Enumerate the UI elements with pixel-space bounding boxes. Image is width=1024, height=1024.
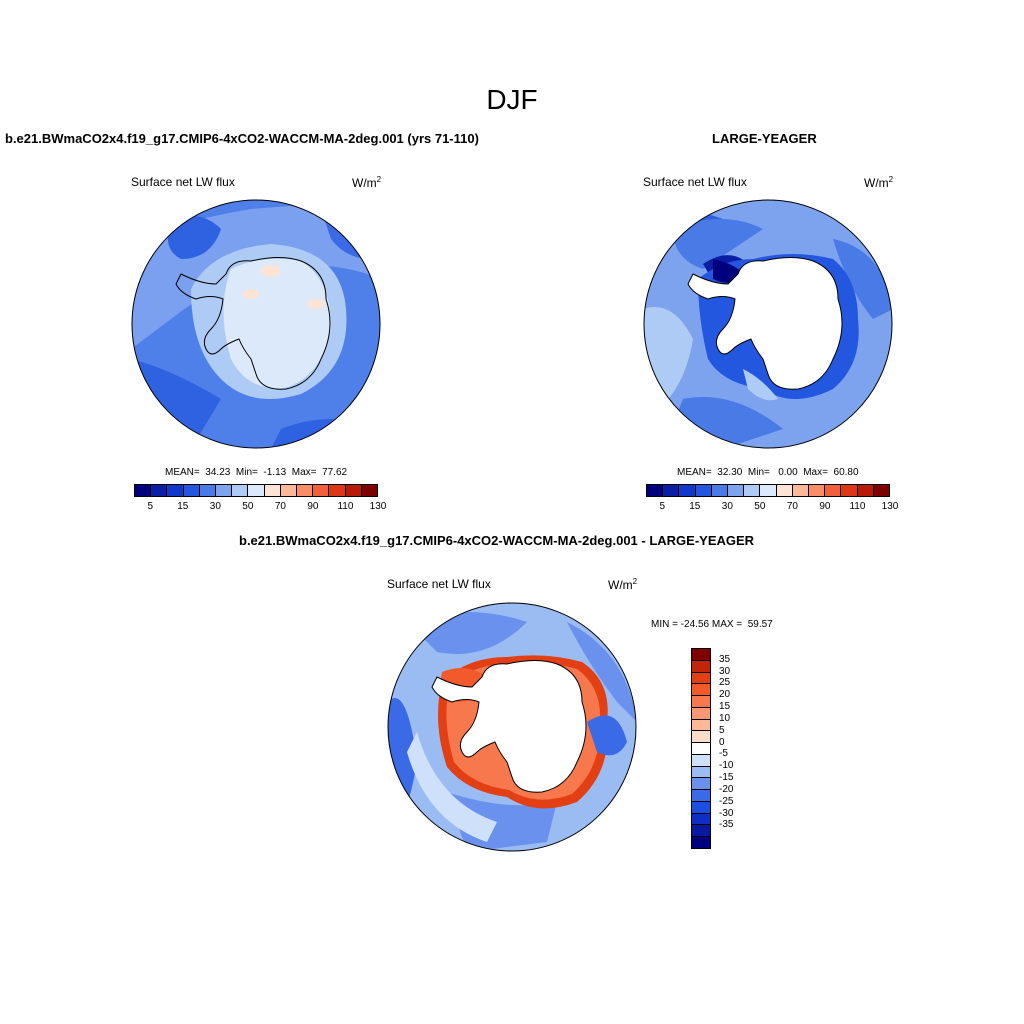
colorbar-swatch: [232, 485, 249, 496]
colorbar-tick-label: -10: [719, 760, 734, 772]
colorbar-tick-label: 110: [849, 501, 866, 512]
colorbar-swatch: [264, 485, 281, 496]
panel-2-stats: MEAN= 32.30 Min= 0.00 Max= 60.80: [677, 467, 859, 478]
colorbar-swatch: [297, 485, 314, 496]
colorbar-tick-label: 15: [177, 501, 189, 512]
colorbar-tick-label: 15: [689, 501, 701, 512]
panel-1-polar-map: [131, 199, 381, 449]
colorbar-swatch: [647, 485, 664, 496]
colorbar-tick-label: 70: [786, 501, 798, 512]
colorbar-tick-label: 5: [719, 724, 725, 736]
colorbar-swatch: [728, 485, 745, 496]
colorbar-swatch: [825, 485, 842, 496]
colorbar-swatch: [679, 485, 696, 496]
colorbar-tick-label: 130: [369, 501, 387, 512]
colorbar-swatch: [857, 485, 874, 496]
colorbar-swatch: [792, 485, 810, 496]
panel-1-title: b.e21.BWmaCO2x4.f19_g17.CMIP6-4xCO2-WACC…: [5, 131, 479, 146]
panel-3-title: b.e21.BWmaCO2x4.f19_g17.CMIP6-4xCO2-WACC…: [239, 533, 755, 548]
colorbar-swatch: [744, 485, 761, 496]
colorbar-tick-label: 5: [147, 501, 154, 512]
colorbar-swatch: [692, 672, 710, 685]
panel-1-units: W/m2: [352, 175, 382, 190]
colorbar-swatch: [280, 485, 298, 496]
colorbar-tick-label: -25: [719, 795, 734, 807]
panel-2-units: W/m2: [864, 175, 894, 190]
colorbar-swatch: [216, 485, 233, 496]
colorbar-tick-label: -20: [719, 783, 734, 795]
colorbar-swatch: [692, 778, 710, 791]
colorbar-swatch: [692, 801, 710, 814]
colorbar-swatch: [313, 485, 330, 496]
colorbar-tick-label: 25: [719, 677, 731, 689]
colorbar-swatch: [809, 485, 826, 496]
colorbar-swatch: [329, 485, 346, 496]
colorbar-tick-label: 10: [719, 712, 731, 724]
colorbar-swatch: [248, 485, 265, 496]
colorbar-swatch: [841, 485, 858, 496]
colorbar-tick-label: -5: [719, 748, 728, 760]
colorbar-swatch: [183, 485, 200, 496]
colorbar-swatch: [135, 485, 152, 496]
colorbar-swatch: [692, 813, 710, 826]
colorbar-swatch: [776, 485, 793, 496]
colorbar-swatch: [692, 790, 710, 802]
colorbar-swatch: [692, 754, 710, 767]
colorbar-swatch: [695, 485, 712, 496]
colorbar-tick-label: 20: [719, 689, 731, 701]
panel-2-variable-label: Surface net LW flux: [643, 175, 747, 189]
colorbar-tick-label: 30: [719, 665, 731, 677]
colorbar-tick-label: -30: [719, 807, 734, 819]
colorbar-swatch: [692, 719, 710, 732]
figure-title: DJF: [486, 84, 538, 115]
colorbar-tick-label: -35: [719, 819, 734, 831]
colorbar-swatch: [692, 696, 710, 708]
colorbar-swatch: [345, 485, 362, 496]
colorbar-swatch: [167, 485, 184, 496]
colorbar-swatch: [361, 485, 378, 496]
colorbar-swatch: [873, 485, 890, 496]
colorbar-swatch: [692, 766, 710, 779]
colorbar-swatch: [692, 684, 710, 697]
panel-1-colorbar: [134, 484, 378, 497]
colorbar-swatch: [711, 485, 729, 496]
colorbar-tick-label: 30: [721, 501, 733, 512]
colorbar-swatch: [692, 660, 710, 673]
colorbar-swatch: [663, 485, 680, 496]
colorbar-tick-label: 50: [242, 501, 254, 512]
panel-1-variable-label: Surface net LW flux: [131, 175, 235, 189]
colorbar-tick-label: 5: [659, 501, 666, 512]
panel-3-units: W/m2: [608, 577, 638, 592]
colorbar-tick-label: 90: [307, 501, 319, 512]
colorbar-tick-label: 35: [719, 653, 731, 665]
panel-2-colorbar: [646, 484, 890, 497]
colorbar-swatch: [199, 485, 217, 496]
panel-1-stats: MEAN= 34.23 Min= -1.13 Max= 77.62: [165, 467, 348, 478]
colorbar-tick-label: 50: [754, 501, 766, 512]
colorbar-swatch: [692, 731, 710, 744]
colorbar-tick-label: -15: [719, 772, 734, 784]
panel-3-variable-label: Surface net LW flux: [387, 577, 491, 591]
panel-2-title: LARGE-YEAGER: [712, 131, 817, 146]
colorbar-swatch: [760, 485, 777, 496]
panel-3-colorbar: [691, 648, 711, 849]
colorbar-tick-label: 90: [819, 501, 831, 512]
colorbar-swatch: [692, 707, 710, 720]
colorbar-swatch: [692, 837, 710, 849]
colorbar-swatch: [151, 485, 168, 496]
colorbar-tick-label: 0: [719, 736, 725, 748]
panel-3-minmax: MIN = -24.56 MAX = 59.57: [651, 619, 773, 630]
colorbar-tick-label: 30: [209, 501, 221, 512]
panel-2-polar-map: [643, 199, 893, 449]
colorbar-tick-label: 110: [337, 501, 354, 512]
colorbar-tick-label: 130: [881, 501, 899, 512]
colorbar-tick-label: 15: [719, 701, 731, 713]
colorbar-swatch: [692, 743, 710, 755]
panel-3-polar-map: [387, 602, 637, 852]
colorbar-swatch: [692, 649, 710, 661]
colorbar-swatch: [692, 825, 710, 838]
colorbar-tick-label: 70: [274, 501, 286, 512]
